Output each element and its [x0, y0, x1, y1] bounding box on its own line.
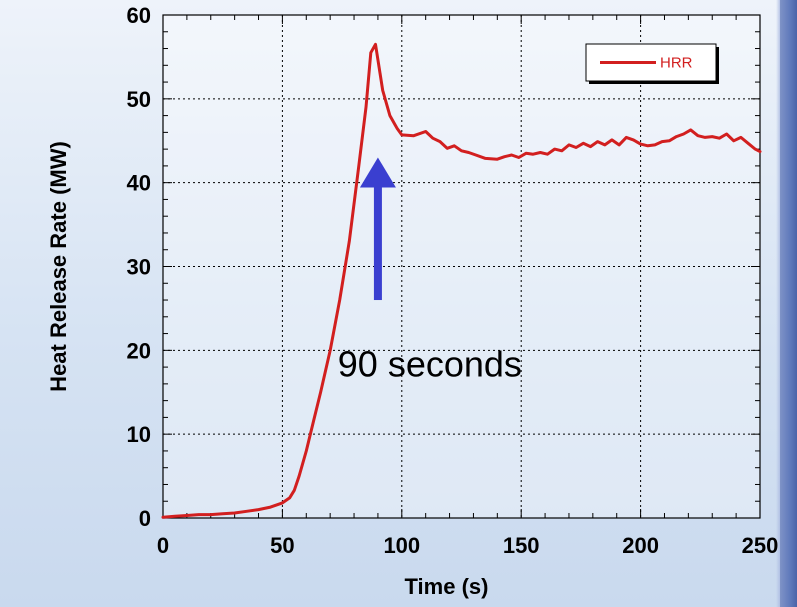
- y-tick-label-50: 50: [127, 87, 151, 112]
- x-tick-label-250: 250: [742, 533, 779, 558]
- arrow-head: [359, 157, 396, 188]
- series-line-hrr: [161, 42, 762, 519]
- annotation-label: 90 seconds: [338, 343, 522, 384]
- plot-frame: [162, 14, 761, 519]
- y-tick-label-10: 10: [127, 422, 151, 447]
- x-tick-label-200: 200: [622, 533, 659, 558]
- plot-root: 0 50 100 150 200 250 0 10 20 30 40 50 60 Time (s) Heat…: [46, 3, 778, 599]
- y-axis-title: Heat Release Rate (MW): [46, 141, 71, 392]
- y-tick-label-60: 60: [127, 3, 151, 28]
- legend-label-hrr: HRR: [660, 55, 693, 72]
- x-tick-label-100: 100: [383, 533, 420, 558]
- y-tick-label-0: 0: [139, 506, 151, 531]
- x-axis-title: Time (s): [405, 574, 489, 599]
- slide-edge-highlight: [776, 0, 780, 607]
- plot-area: [163, 15, 760, 518]
- y-tick-label-40: 40: [127, 171, 151, 196]
- x-tick-label-150: 150: [503, 533, 540, 558]
- x-tick-label-50: 50: [270, 533, 294, 558]
- y-tick-label-30: 30: [127, 255, 151, 280]
- arrow-shaft: [373, 185, 382, 301]
- y-tick-label-20: 20: [127, 338, 151, 363]
- slide-side-bar: [780, 0, 797, 607]
- x-tick-label-0: 0: [157, 533, 169, 558]
